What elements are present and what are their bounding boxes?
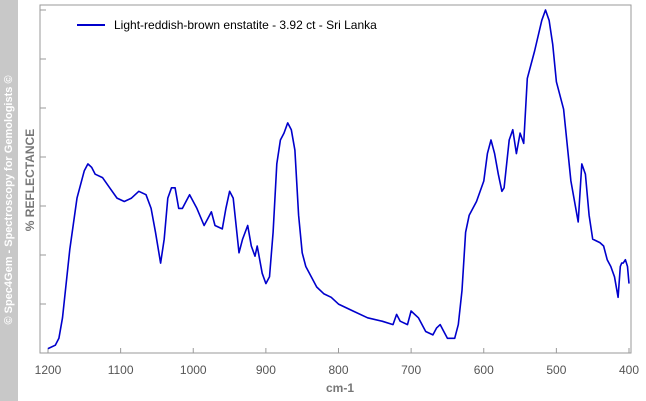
plot-frame	[39, 4, 632, 354]
x-tick-label-400: 400	[619, 363, 639, 377]
legend-label: Light-reddish-brown enstatite - 3.92 ct …	[114, 18, 377, 32]
y-ticks	[40, 9, 46, 305]
x-axis-title: cm-1	[326, 381, 354, 395]
x-tick-label-1200: 1200	[35, 363, 62, 377]
x-tick-label-1000: 1000	[180, 363, 207, 377]
x-tick-label-800: 800	[328, 363, 348, 377]
x-tick-label-600: 600	[474, 363, 494, 377]
series-line	[47, 9, 630, 350]
x-tick-labels: 1200 1100 1000 900 800 700 600 500 400	[35, 363, 640, 377]
x-tick-label-900: 900	[256, 363, 276, 377]
x-tick-label-1100: 1100	[108, 363, 134, 377]
watermark-sidebar: © Spec4Gem - Spectroscopy for Gemologist…	[0, 0, 18, 401]
x-ticks	[47, 348, 630, 353]
x-tick-label-700: 700	[401, 363, 421, 377]
y-axis-title: % REFLECTANCE	[23, 129, 37, 231]
x-tick-label-500: 500	[546, 363, 566, 377]
